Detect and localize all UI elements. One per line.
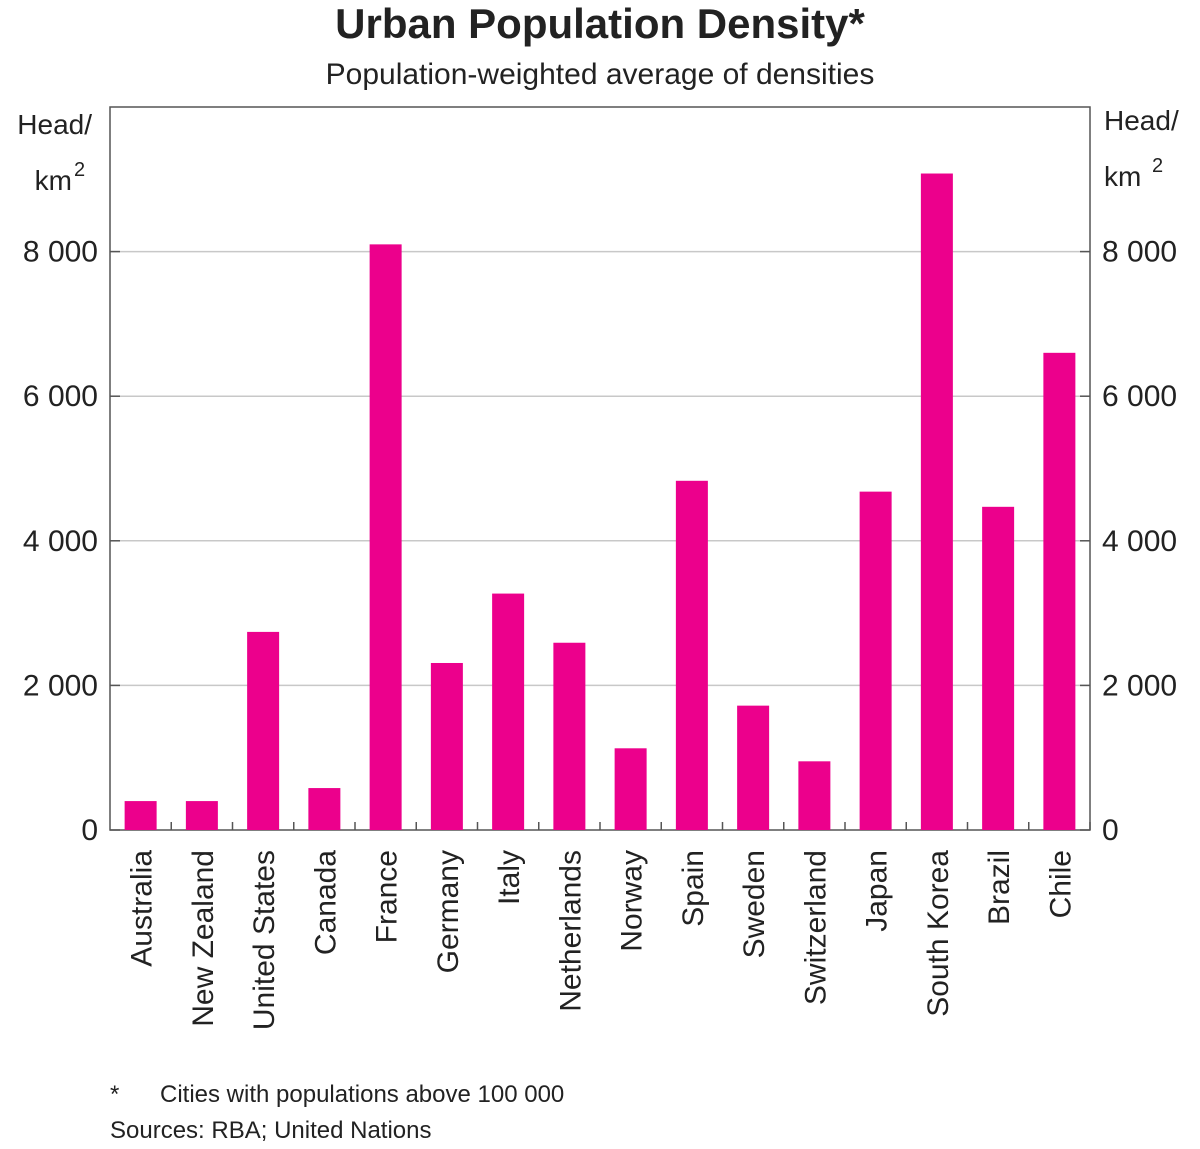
y-tick-label: 2 000 (23, 669, 98, 702)
x-tick-label: Canada (309, 850, 342, 955)
bar (247, 631, 280, 830)
x-tick-label: New Zealand (187, 850, 220, 1027)
bar (308, 788, 341, 830)
y-unit: km (35, 165, 72, 196)
bar (492, 593, 525, 830)
x-tick-label: South Korea (922, 850, 955, 1017)
x-tick-label: Norway (616, 850, 649, 952)
bar (675, 480, 708, 830)
bar (430, 662, 463, 830)
y2-tick-label: 8 000 (1102, 236, 1177, 269)
y-unit-sup: 2 (74, 159, 85, 181)
y2-tick-label: 4 000 (1102, 525, 1177, 558)
bar (920, 173, 953, 831)
x-tick-label: Brazil (983, 850, 1016, 925)
y-tick-label: 0 (81, 814, 98, 847)
x-tick-label: Switzerland (799, 850, 832, 1005)
x-tick-label: Sweden (738, 850, 771, 958)
y-tick-label: 4 000 (23, 525, 98, 558)
chart-title: Urban Population Density* (335, 0, 865, 47)
y2-tick-label: 6 000 (1102, 380, 1177, 413)
x-tick-label: Netherlands (554, 850, 587, 1012)
bar (1043, 352, 1076, 830)
source: Sources: RBA; United Nations (110, 1117, 431, 1144)
x-tick-label: Spain (677, 850, 710, 927)
bar (737, 705, 770, 830)
x-tick-label: Australia (126, 850, 159, 967)
y-tick-label: 6 000 (23, 380, 98, 413)
footnote-marker: * (110, 1081, 119, 1108)
x-tick-label: France (371, 850, 404, 943)
y-unit: Head/ (17, 109, 92, 140)
x-tick-label: United States (248, 850, 281, 1030)
x-tick-label: Japan (861, 850, 894, 932)
y2-tick-label: 0 (1102, 814, 1119, 847)
bar (798, 761, 831, 830)
y2-unit-sup: 2 (1152, 155, 1163, 177)
y2-tick-label: 2 000 (1102, 669, 1177, 702)
y2-unit: km (1104, 161, 1141, 192)
y-tick-label: 8 000 (23, 236, 98, 269)
footnote: Cities with populations above 100 000 (160, 1081, 564, 1108)
chart-subtitle: Population-weighted average of densities (326, 58, 875, 91)
bar (185, 801, 218, 830)
bar (982, 506, 1015, 830)
bar (124, 801, 157, 830)
bar (369, 244, 402, 830)
bar (614, 748, 647, 830)
x-tick-label: Germany (432, 850, 465, 973)
bar (859, 491, 892, 830)
x-tick-label: Chile (1044, 850, 1077, 918)
x-tick-label: Italy (493, 850, 526, 905)
y2-unit: Head/ (1104, 105, 1179, 136)
bar (553, 642, 586, 830)
